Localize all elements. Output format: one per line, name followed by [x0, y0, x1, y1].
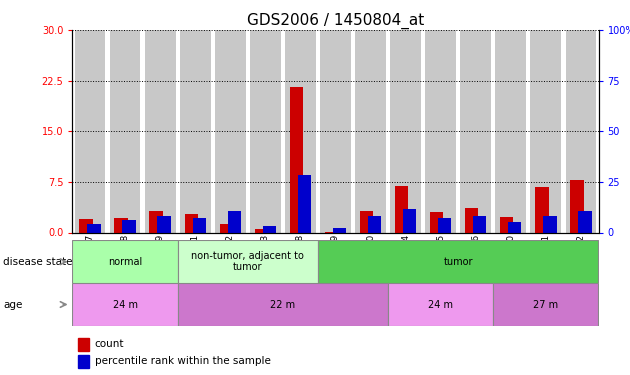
Bar: [333, 228, 346, 232]
Bar: [536, 187, 549, 232]
Bar: [495, 30, 526, 232]
Bar: [215, 30, 246, 232]
Text: 22 m: 22 m: [270, 300, 295, 310]
Bar: [360, 211, 373, 232]
Bar: [578, 211, 592, 232]
Text: normal: normal: [108, 256, 142, 267]
Bar: [178, 283, 388, 326]
Bar: [530, 30, 561, 232]
Bar: [180, 30, 210, 232]
Text: tumor: tumor: [444, 256, 473, 267]
Bar: [122, 220, 135, 232]
Bar: [425, 30, 456, 232]
Text: 24 m: 24 m: [113, 300, 137, 310]
Bar: [79, 219, 93, 232]
Bar: [72, 283, 178, 326]
Bar: [570, 180, 583, 232]
Title: GDS2006 / 1450804_at: GDS2006 / 1450804_at: [247, 12, 424, 28]
Bar: [220, 224, 233, 232]
Bar: [508, 222, 522, 232]
Bar: [461, 30, 491, 232]
Bar: [115, 217, 128, 232]
Text: 27 m: 27 m: [534, 300, 558, 310]
Bar: [178, 240, 318, 283]
Bar: [149, 211, 163, 232]
Bar: [543, 216, 556, 232]
Bar: [285, 30, 316, 232]
Bar: [403, 209, 416, 232]
Bar: [193, 218, 206, 232]
Bar: [74, 30, 105, 232]
Bar: [77, 338, 89, 351]
Bar: [88, 224, 101, 232]
Bar: [493, 283, 598, 326]
Bar: [390, 30, 421, 232]
Bar: [227, 211, 241, 232]
Bar: [320, 30, 351, 232]
Bar: [145, 30, 176, 232]
Bar: [465, 207, 478, 232]
Bar: [388, 283, 493, 326]
Bar: [77, 355, 89, 368]
Text: age: age: [3, 300, 23, 309]
Bar: [290, 87, 303, 232]
Bar: [500, 217, 513, 232]
Bar: [355, 30, 386, 232]
Text: non-tumor, adjacent to
tumor: non-tumor, adjacent to tumor: [192, 251, 304, 272]
Bar: [250, 30, 281, 232]
Bar: [368, 216, 381, 232]
Bar: [566, 30, 597, 232]
Bar: [255, 229, 268, 232]
Bar: [395, 186, 408, 232]
Bar: [158, 216, 171, 232]
Bar: [72, 240, 178, 283]
Text: disease state: disease state: [3, 257, 72, 267]
Text: percentile rank within the sample: percentile rank within the sample: [94, 357, 270, 366]
Text: 24 m: 24 m: [428, 300, 453, 310]
Bar: [318, 240, 598, 283]
Text: count: count: [94, 339, 124, 349]
Bar: [185, 214, 198, 232]
Bar: [473, 216, 486, 232]
Bar: [110, 30, 140, 232]
Bar: [430, 211, 444, 232]
Bar: [438, 218, 451, 232]
Bar: [263, 226, 276, 232]
Bar: [298, 175, 311, 232]
